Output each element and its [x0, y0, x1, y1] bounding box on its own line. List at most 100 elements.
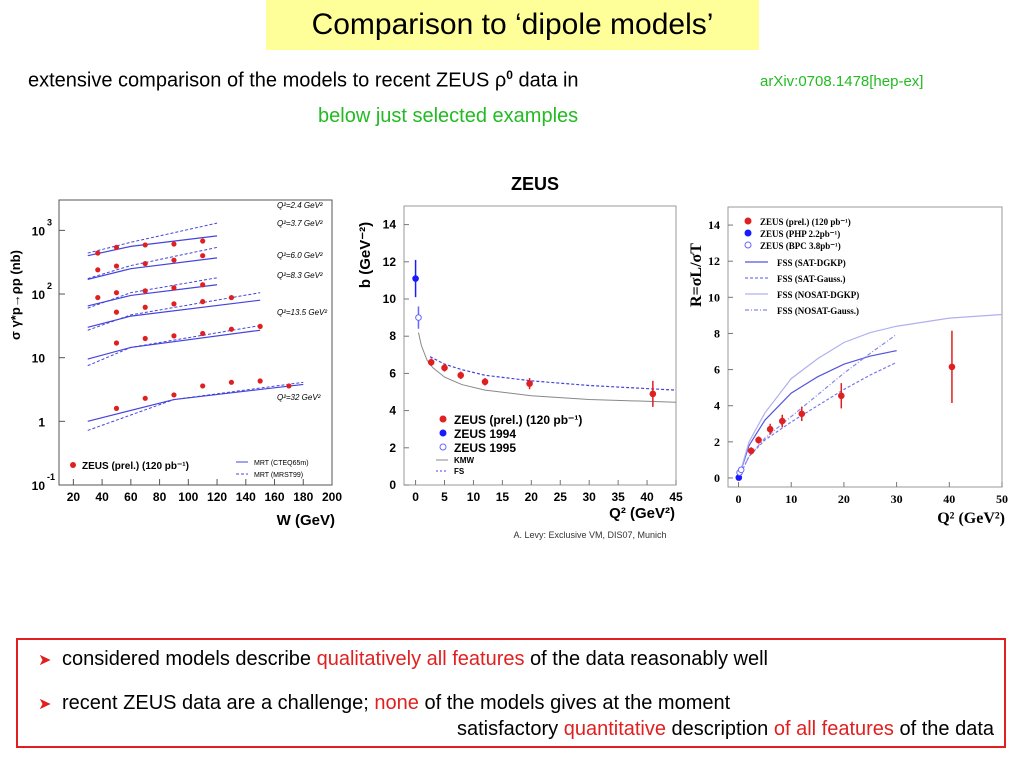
model-line-mrst: [87, 381, 304, 431]
data-point: [113, 340, 120, 346]
x-tick-label: 20: [525, 490, 539, 504]
x-tick-label: 15: [496, 490, 510, 504]
legend-label: ZEUS (prel.) (120 pb⁻¹): [82, 461, 189, 472]
x-tick-label: 5: [441, 490, 448, 504]
data-point: [649, 390, 657, 398]
data-point: [113, 309, 120, 315]
y-tick-label: 8: [714, 326, 720, 340]
y-tick-label: 12: [383, 255, 397, 269]
y-tick-label: 0: [714, 471, 720, 485]
data-point: [200, 282, 206, 288]
data-point: [171, 392, 177, 398]
legend-label: FS: [454, 467, 465, 476]
x-tick-label: 40: [943, 492, 955, 506]
data-point: [113, 290, 120, 296]
y-axis-label: b (GeV⁻²): [357, 222, 374, 288]
bullet-2-part: of the models gives at the moment: [418, 692, 731, 714]
data-point: [171, 333, 177, 339]
model-line-kmw: [417, 332, 677, 403]
summary-bullet-2-text: recent ZEUS data are a challenge; none o…: [62, 692, 730, 715]
legend-marker: [439, 415, 447, 423]
y-tick-exponent: 2: [47, 281, 52, 291]
y-tick-label: 10: [32, 224, 46, 238]
chart-ratio-r-vs-q2: 0 10 20 30 40 50 0 2 4 6 8 10 12 14 Q² (GeV²) R=σL/σT ZE…: [688, 206, 1008, 527]
summary-bullet-2: ➤ recent ZEUS data are a challenge; none…: [38, 692, 730, 715]
data-point: [95, 267, 101, 273]
legend-marker: [744, 241, 752, 249]
x-tick-label: 40: [640, 490, 654, 504]
legend-label: FSS (SAT-Gauss.): [777, 274, 846, 284]
bullet-2-part: recent ZEUS data are a challenge;: [62, 692, 375, 714]
data-point: [200, 330, 206, 337]
slide-title-text: Comparison to ‘dipole models’: [311, 8, 714, 41]
chart-cross-section-vs-w: 20 40 60 80 100 120 140 160 180 20010-1110102103W…: [8, 199, 342, 529]
data-point: [228, 294, 235, 301]
y-tick-label: 14: [383, 218, 397, 232]
model-line-fs: [429, 356, 677, 391]
data-point: [171, 257, 177, 263]
x-tick-label: 10: [467, 490, 481, 504]
data-point: [142, 335, 148, 342]
bullet-2-cont-part: of the data: [893, 718, 994, 740]
chart-slope-b-vs-q2: ZEUS 0 5 10 15 20 25 30 35 40 45 0 2 4 6 8 10 12 14 Q² (GeV…: [357, 174, 683, 540]
data-point: [95, 250, 101, 256]
x-tick-label: 180: [293, 490, 313, 504]
subtitle: extensive comparison of the models to re…: [28, 68, 579, 93]
legend-marker-zeus: [70, 462, 76, 468]
x-tick-label: 200: [322, 490, 342, 504]
data-point: [142, 395, 148, 401]
bullet-2-cont-part: of all features: [773, 718, 894, 740]
model-line-mrst: [87, 292, 261, 331]
data-point: [95, 294, 101, 301]
legend-label: FSS (NOSAT-DGKP): [777, 290, 859, 300]
bullet-2-part: none: [374, 692, 419, 714]
legend-label: MRT (MRST99): [254, 472, 303, 479]
legend-label: MRT (CTEQ65m): [254, 460, 309, 467]
data-point: [778, 417, 786, 425]
x-tick-label: 20: [67, 490, 81, 504]
model-line-mrst: [87, 246, 218, 280]
x-axis-label: Q² (GeV²): [609, 505, 675, 522]
summary-bullet-1: ➤ considered models describe qualitative…: [38, 648, 768, 671]
x-tick-label: 50: [996, 492, 1008, 506]
legend-label: ZEUS (BPC 3.8pb⁻¹): [760, 241, 841, 251]
y-tick-label: 0: [389, 478, 396, 492]
y-tick-exponent: 3: [47, 217, 52, 227]
data-point: [441, 364, 448, 372]
x-tick-label: 0: [736, 492, 742, 506]
legend-label: ZEUS (PHP 2.2pb⁻¹): [760, 229, 840, 239]
data-point: [427, 358, 435, 366]
summary-box: ➤ considered models describe qualitative…: [16, 638, 1006, 748]
data-point: [526, 380, 533, 387]
y-tick-label: 2: [389, 441, 396, 455]
legend-label: KMW: [454, 456, 474, 465]
data-point: [142, 304, 148, 310]
data-point: [286, 383, 292, 389]
y-tick-label: 4: [389, 404, 396, 418]
model-line-mrst: [87, 277, 218, 309]
model-line-cteq: [87, 383, 304, 422]
series-label: Q²=13.5 GeV²: [277, 308, 327, 317]
y-tick-exponent: -1: [47, 472, 55, 482]
y-tick-label: 10: [32, 288, 46, 302]
model-line-mrst: [87, 325, 261, 367]
data-point: [113, 405, 120, 411]
data-point: [257, 378, 263, 384]
x-tick-label: 80: [153, 490, 167, 504]
bullet-2-cont-part: description: [666, 718, 774, 740]
arxiv-reference: arXiv:0708.1478[hep-ex]: [760, 73, 924, 90]
subtitle-superscript: 0: [506, 68, 513, 82]
slide-title: Comparison to ‘dipole models’: [266, 0, 759, 50]
x-tick-label: 30: [583, 490, 597, 504]
x-tick-label: 45: [669, 490, 683, 504]
series-label: Q²=6.0 GeV²: [277, 251, 323, 260]
examples-note: below just selected examples: [318, 105, 579, 127]
x-tick-label: 140: [236, 490, 256, 504]
data-point: [481, 378, 489, 386]
model-line: [737, 361, 897, 479]
data-point: [200, 253, 206, 259]
model-line: [737, 350, 897, 479]
data-point: [142, 242, 148, 248]
plot-frame: [58, 199, 333, 486]
series-label: Q²=3.7 GeV²: [277, 219, 323, 228]
